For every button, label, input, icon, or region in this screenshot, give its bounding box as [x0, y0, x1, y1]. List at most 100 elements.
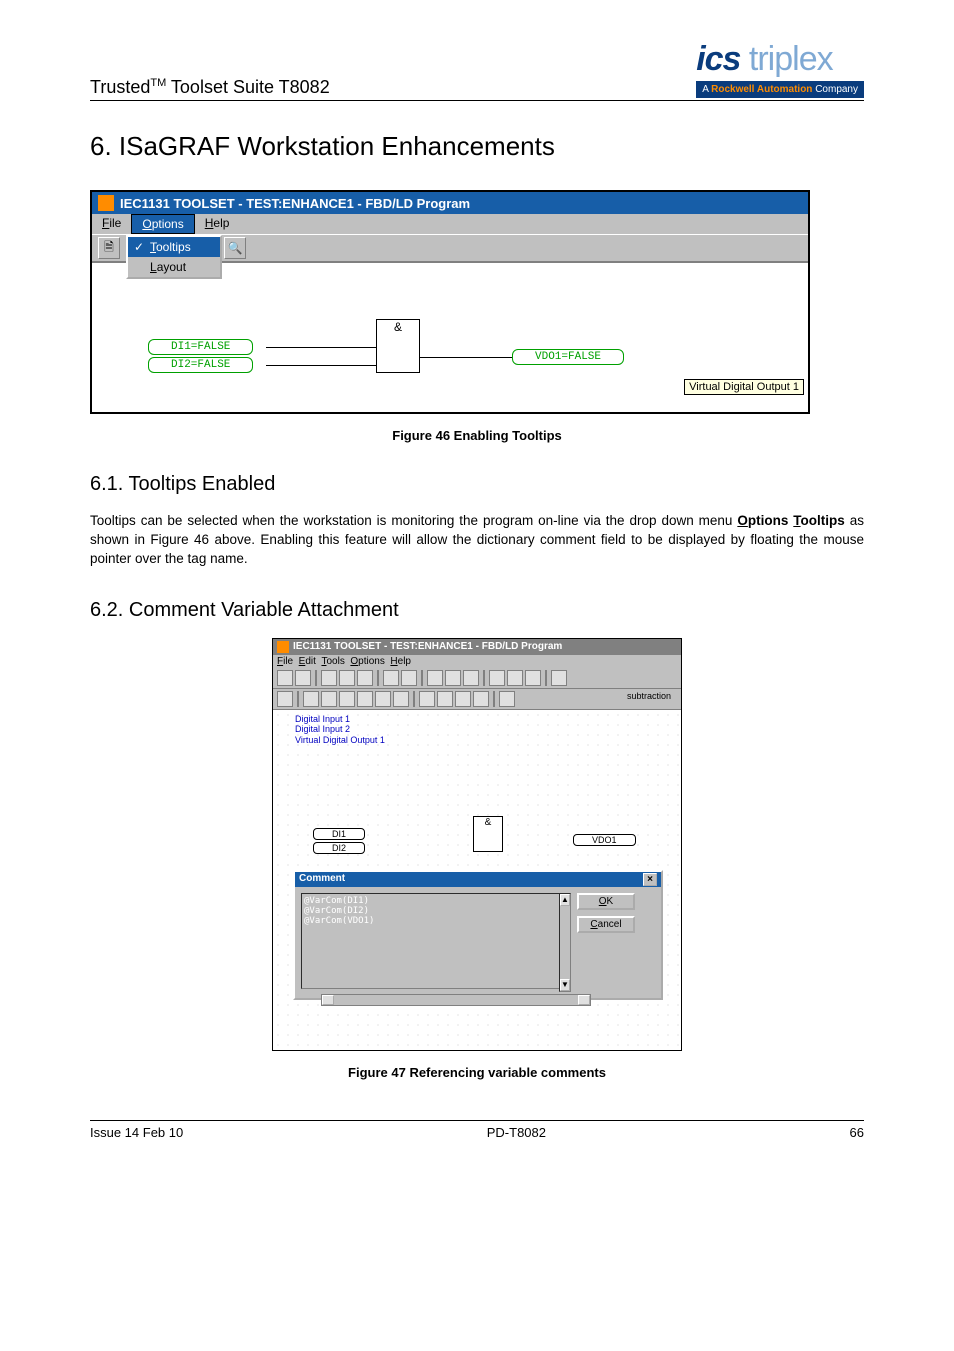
comment-dialog: Comment × ▲ ▼	[293, 870, 663, 1000]
p1d-rest: ooltips	[801, 513, 845, 528]
footer-left: Issue 14 Feb 10	[90, 1125, 183, 1140]
menu-options[interactable]: Options	[131, 214, 194, 234]
close-icon[interactable]: ×	[643, 873, 657, 886]
logo-text: ics triplex	[696, 40, 864, 79]
comment-textarea[interactable]	[301, 893, 571, 989]
dropdown-tooltips[interactable]: ✓ Tooltips	[128, 237, 220, 257]
footer-right: 66	[850, 1125, 864, 1140]
and-gate: &	[376, 319, 420, 373]
fig46-title: IEC1131 TOOLSET - TEST:ENHANCE1 - FBD/LD…	[120, 196, 470, 211]
dropdown-tooltips-label: Tooltips	[150, 240, 191, 254]
fig46-titlebar: IEC1131 TOOLSET - TEST:ENHANCE1 - FBD/LD…	[92, 192, 808, 214]
p1b-rest: ptions	[748, 513, 789, 528]
tb-icon[interactable]	[427, 670, 443, 686]
fig47-toolbar-1	[273, 668, 681, 689]
tb-icon[interactable]	[489, 670, 505, 686]
tb-icon[interactable]	[375, 691, 391, 707]
page-header: TrustedTM Toolset Suite T8082 ics triple…	[90, 40, 864, 101]
tb-icon[interactable]	[277, 691, 293, 707]
tb-icon[interactable]	[357, 691, 373, 707]
logo-sub-pre: A	[702, 84, 711, 95]
check-icon: ✓	[134, 240, 146, 254]
tb-icon[interactable]	[455, 691, 471, 707]
tb-icon[interactable]	[277, 670, 293, 686]
fig46-toolbar: 🗎 ✓ Tooltips Layout 🔍	[92, 234, 808, 262]
toolbar-button-1[interactable]: 🗎	[98, 237, 120, 259]
fig46-canvas: DI1=FALSE DI2=FALSE & VDO1=FALSE Virtual…	[92, 262, 808, 412]
tb-icon[interactable]	[393, 691, 409, 707]
signal-vdo1: VDO1=FALSE	[512, 349, 624, 365]
ok-button[interactable]: OK	[577, 893, 635, 910]
logo-ics: ics	[696, 40, 740, 78]
wire-2	[266, 365, 376, 366]
tb-icon[interactable]	[303, 691, 319, 707]
var-c: Virtual Digital Output 1	[295, 735, 385, 746]
tm-mark: TM	[150, 77, 166, 89]
tb-icon[interactable]	[357, 670, 373, 686]
tb-icon[interactable]	[339, 670, 355, 686]
var-b: Digital Input 2	[295, 724, 385, 735]
scroll-down-icon[interactable]: ▼	[560, 979, 570, 991]
cancel-button[interactable]: Cancel	[577, 916, 635, 933]
section-6-1-heading: 6.1. Tooltips Enabled	[90, 473, 864, 496]
sec61-paragraph: Tooltips can be selected when the workst…	[90, 512, 864, 569]
scroll-up-icon[interactable]: ▲	[560, 894, 570, 906]
fig46-tooltip: Virtual Digital Output 1	[684, 379, 804, 395]
tb-icon[interactable]	[445, 670, 461, 686]
tb-icon[interactable]	[321, 670, 337, 686]
tb-icon[interactable]	[401, 670, 417, 686]
options-dropdown: ✓ Tooltips Layout	[126, 235, 222, 279]
sig-di2: DI2	[313, 842, 365, 854]
tb-icon[interactable]	[419, 691, 435, 707]
header-product: TrustedTM Toolset Suite T8082	[90, 77, 330, 98]
dropdown-layout-label: Layout	[150, 260, 186, 274]
and-label: &	[485, 817, 492, 828]
tb-icon[interactable]	[437, 691, 453, 707]
tb-icon[interactable]	[499, 691, 515, 707]
dropdown-layout[interactable]: Layout	[128, 257, 220, 277]
and-gate-2: &	[473, 816, 503, 852]
tb-icon[interactable]	[295, 670, 311, 686]
fig46-window: IEC1131 TOOLSET - TEST:ENHANCE1 - FBD/LD…	[90, 190, 810, 414]
section-6-2-heading: 6.2. Comment Variable Attachment	[90, 599, 864, 622]
sig-vdo1: VDO1	[573, 834, 636, 846]
fig47-caption: Figure 47 Referencing variable comments	[90, 1065, 864, 1080]
tb-icon[interactable]	[463, 670, 479, 686]
fig47-menubar[interactable]: File Edit Tools Options Help	[273, 655, 681, 668]
hscrollbar[interactable]	[321, 994, 591, 1006]
logo-triplex: triplex	[740, 40, 832, 78]
tb-icon[interactable]	[339, 691, 355, 707]
vscrollbar[interactable]: ▲ ▼	[559, 893, 571, 992]
page: TrustedTM Toolset Suite T8082 ics triple…	[0, 40, 954, 1140]
app-icon	[98, 195, 114, 211]
footer-center: PD-T8082	[487, 1125, 546, 1140]
tb-icon[interactable]	[551, 670, 567, 686]
scroll-left-icon[interactable]	[322, 995, 334, 1005]
comment-dialog-title: Comment ×	[295, 872, 661, 887]
p1a: Tooltips can be selected when the workst…	[90, 513, 737, 528]
tb-icon[interactable]	[525, 670, 541, 686]
tb-icon[interactable]	[473, 691, 489, 707]
logo-sub-ra: Rockwell Automation	[711, 84, 812, 95]
product-suffix: Toolset Suite T8082	[166, 77, 329, 97]
and-gate-label: &	[394, 320, 402, 334]
tb-icon[interactable]	[507, 670, 523, 686]
menu-help[interactable]: Help	[195, 214, 240, 234]
comment-dialog-body: ▲ ▼ OK Cancel	[295, 887, 661, 998]
fig46-caption: Figure 46 Enabling Tooltips	[90, 428, 864, 443]
tb-icon[interactable]	[321, 691, 337, 707]
sig-di1: DI1	[313, 828, 365, 840]
tb-icon[interactable]	[383, 670, 399, 686]
toolbar-zoom-icon[interactable]: 🔍	[224, 237, 246, 259]
wire-3	[420, 357, 516, 358]
toolbar-text: subtraction	[627, 691, 677, 707]
section-6-heading: 6. ISaGRAF Workstation Enhancements	[90, 131, 864, 162]
signal-di1: DI1=FALSE	[148, 339, 253, 355]
scroll-right-icon[interactable]	[578, 995, 590, 1005]
var-a: Digital Input 1	[295, 714, 385, 725]
fig47-window: IEC1131 TOOLSET - TEST:ENHANCE1 - FBD/LD…	[272, 638, 682, 1051]
menu-file[interactable]: File	[92, 214, 131, 234]
fig47-title: IEC1131 TOOLSET - TEST:ENHANCE1 - FBD/LD…	[293, 641, 562, 652]
page-footer: Issue 14 Feb 10 PD-T8082 66	[90, 1120, 864, 1140]
logo: ics triplex A Rockwell Automation Compan…	[696, 40, 864, 98]
